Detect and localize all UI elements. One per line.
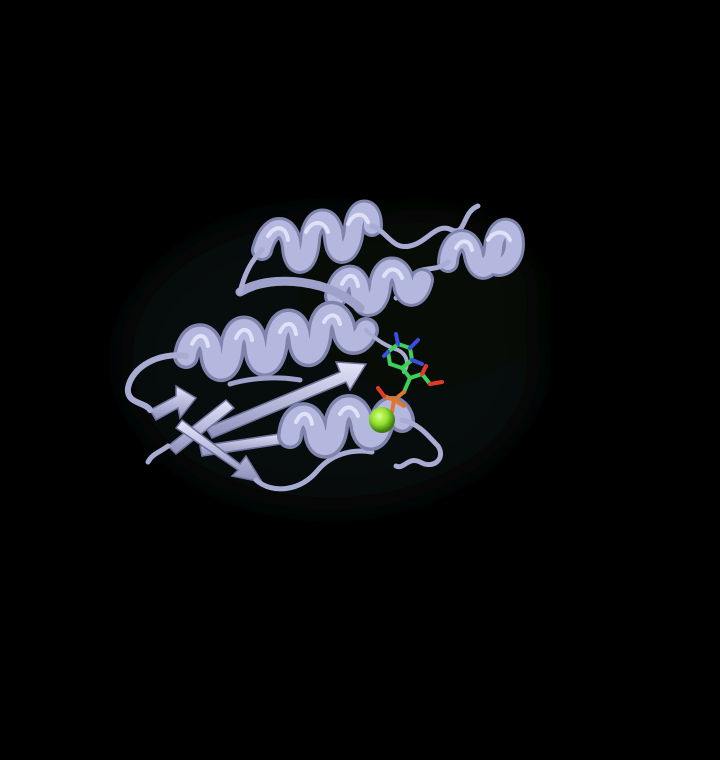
- beta-sheet: [148, 361, 368, 484]
- ribbon-top-left: [235, 276, 365, 313]
- phosphate-sticks: [376, 386, 406, 414]
- loop-far-left: [124, 352, 189, 413]
- metal-ion-sphere: [369, 407, 395, 433]
- loop-lower-left: [145, 443, 171, 465]
- loop-lower-right: [393, 417, 444, 470]
- helix-right-top: [437, 217, 526, 280]
- helix-left-long: [173, 300, 379, 382]
- loop-top-left: [237, 247, 265, 295]
- ligand-sticks: [382, 332, 444, 394]
- helix-top: [251, 199, 383, 274]
- loop-mid: [227, 375, 303, 387]
- loop-top-right: [369, 203, 481, 250]
- helix-middle-upper: [324, 256, 434, 317]
- loop-bottom: [253, 448, 375, 492]
